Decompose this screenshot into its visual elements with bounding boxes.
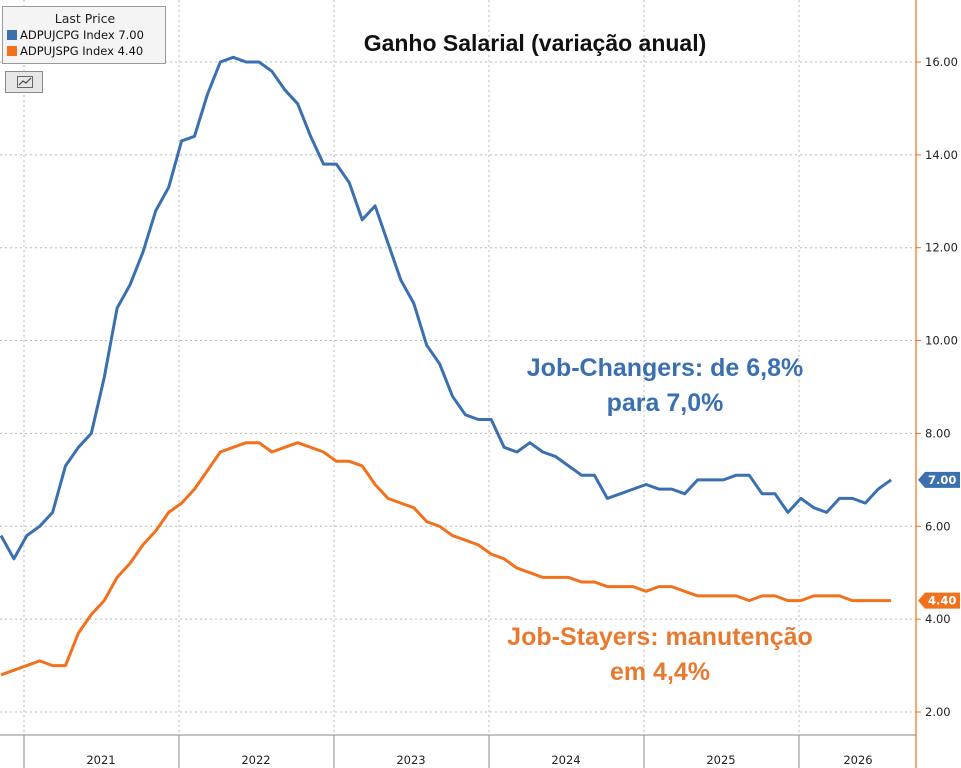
last-value-tag-label: 4.40 — [928, 594, 956, 608]
legend-swatch-stayers — [7, 46, 17, 56]
chart-options-button[interactable] — [5, 71, 43, 93]
y-tick-label: 14.00 — [925, 148, 958, 162]
annotation-job-stayers-line2: em 4,4% — [609, 658, 711, 686]
last-value-tag-job-changers: 7.00 — [918, 471, 960, 488]
x-tick-label: 2024 — [551, 753, 580, 767]
y-tick-label: 8.00 — [925, 426, 951, 440]
annotation-job-stayers-line1: Job-Stayers: manutenção — [507, 623, 813, 651]
x-tick-label: 2021 — [86, 753, 115, 767]
x-tick-label: 2022 — [241, 753, 270, 767]
last-value-tag-shape — [918, 592, 960, 609]
last-value-tag-job-stayers: 4.40 — [918, 592, 960, 609]
annotation-job-changers-line2: para 7,0% — [606, 389, 724, 417]
last-value-tag-shape — [918, 471, 960, 488]
last-value-tag-label: 7.00 — [928, 473, 956, 487]
y-tick-label: 6.00 — [925, 519, 951, 533]
series-lines — [0, 55, 892, 677]
x-tick-label: 2025 — [706, 753, 735, 767]
y-tick-label: 16.00 — [925, 55, 958, 69]
y-tick-label: 4.00 — [925, 612, 951, 626]
chart-icon — [17, 76, 33, 88]
series-line-job-changers — [0, 55, 892, 561]
x-tick-label: 2023 — [396, 753, 425, 767]
annotation-job-stayers: Job-Stayers: manutenção em 4,4% — [470, 623, 850, 687]
y-tick-label: 2.00 — [925, 705, 951, 719]
chart-title: Ganho Salarial (variação anual) — [363, 30, 707, 56]
x-tick-label: 2026 — [843, 753, 872, 767]
annotation-job-changers: Job-Changers: de 6,8% para 7,0% — [490, 354, 840, 418]
legend-label-stayers: ADPUJSPG Index — [20, 44, 114, 58]
legend-entry-changers: ADPUJCPG Index 7.00 — [7, 28, 144, 42]
legend-entry-stayers: ADPUJSPG Index 4.40 — [7, 44, 143, 58]
legend-label-changers: ADPUJCPG Index — [20, 28, 115, 42]
series-line-job-stayers — [0, 441, 892, 677]
legend-swatch-changers — [7, 30, 17, 40]
annotation-job-changers-line1: Job-Changers: de 6,8% — [526, 354, 804, 382]
legend: Last Price ADPUJCPG Index 7.00 ADPUJSPG … — [2, 6, 166, 64]
y-tick-label: 12.00 — [925, 241, 958, 255]
legend-value-stayers: 4.40 — [117, 44, 144, 58]
y-tick-label: 10.00 — [925, 334, 958, 348]
legend-value-changers: 7.00 — [118, 28, 144, 42]
legend-header: Last Price — [54, 11, 116, 26]
